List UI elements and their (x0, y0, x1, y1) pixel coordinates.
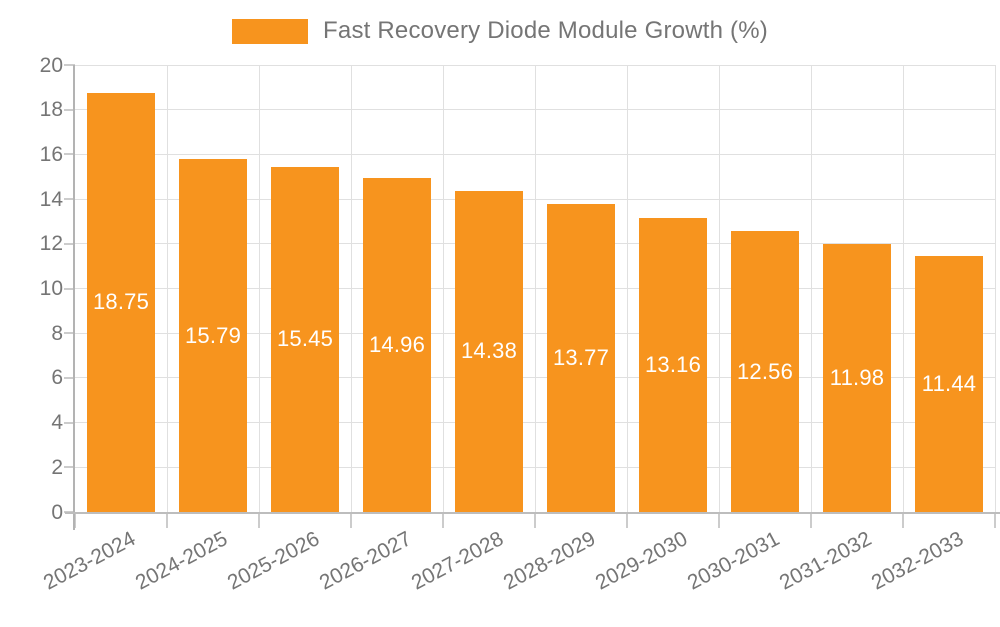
x-tick-label: 2029-2030 (591, 527, 692, 595)
bar-value-label: 13.77 (552, 345, 610, 371)
plot-area: 0 2 4 6 8 10 12 14 16 18 20 18.75 15.79 15.45 14.96 14.… (40, 55, 1000, 595)
bar: 13.16 (639, 217, 707, 512)
x-axis-tick (534, 514, 536, 528)
y-tick-label: 20 (39, 53, 63, 77)
x-gridline (994, 65, 996, 512)
bar: 14.38 (455, 190, 523, 512)
bar: 13.77 (547, 204, 615, 512)
x-gridline (258, 65, 260, 512)
y-tick-label: 8 (51, 321, 63, 345)
bar-value-label: 14.96 (368, 331, 426, 357)
y-axis-line (73, 65, 75, 530)
x-tick-label: 2032-2033 (867, 527, 968, 595)
x-axis-tick (810, 514, 812, 528)
x-gridline (902, 65, 904, 512)
x-axis-line (65, 512, 1000, 514)
bar-value-label: 14.38 (460, 338, 518, 364)
x-axis-tick (902, 514, 904, 528)
x-gridline (350, 65, 352, 512)
bar: 15.79 (179, 159, 247, 512)
y-axis-tick (64, 64, 75, 66)
x-tick-label: 2030-2031 (683, 527, 784, 595)
x-axis-tick (718, 514, 720, 528)
legend: Fast Recovery Diode Module Growth (%) (0, 17, 1000, 45)
y-axis-tick (64, 287, 75, 290)
x-tick-label: 2028-2029 (499, 527, 600, 595)
y-axis-tick (64, 108, 75, 111)
y-axis-tick (64, 421, 75, 424)
bar: 11.98 (823, 244, 891, 512)
y-tick-label: 18 (39, 98, 63, 122)
bar-value-label: 12.56 (736, 358, 794, 384)
y-axis-tick (64, 198, 75, 201)
x-gridline (534, 65, 536, 512)
bar-value-label: 15.79 (184, 322, 242, 348)
x-axis-tick (994, 514, 996, 528)
x-axis-tick (626, 514, 628, 528)
x-gridline (166, 65, 168, 512)
y-tick-label: 12 (39, 232, 63, 256)
x-axis-tick (74, 514, 76, 528)
y-axis-tick (64, 466, 75, 469)
bar-chart: Fast Recovery Diode Module Growth (%) 0 2… (0, 17, 1000, 595)
x-tick-label: 2031-2032 (775, 527, 876, 595)
bar-value-label: 11.98 (829, 365, 885, 391)
bar: 14.96 (363, 177, 431, 512)
y-tick-label: 14 (39, 187, 63, 211)
y-axis-tick (64, 376, 75, 379)
legend-swatch (232, 18, 309, 44)
y-tick-label: 0 (51, 500, 63, 524)
y-tick-label: 4 (51, 411, 63, 435)
x-gridline (810, 65, 812, 512)
y-axis-tick (64, 153, 75, 156)
bar: 15.45 (271, 166, 339, 512)
y-tick-label: 6 (51, 366, 63, 390)
bar: 18.75 (87, 92, 155, 512)
bar: 11.44 (915, 256, 983, 512)
bar-value-label: 15.45 (276, 326, 334, 352)
y-axis-tick (64, 332, 75, 335)
x-axis-tick (258, 514, 260, 528)
bar-value-label: 13.16 (644, 351, 702, 377)
x-axis-tick (350, 514, 352, 528)
bar: 12.56 (731, 231, 799, 512)
y-tick-label: 2 (51, 455, 63, 479)
x-axis-tick (442, 514, 444, 528)
x-tick-label: 2023-2024 (39, 527, 140, 595)
x-axis-tick (166, 514, 168, 528)
legend-label: Fast Recovery Diode Module Growth (%) (323, 17, 768, 44)
y-tick-label: 16 (39, 142, 63, 166)
x-gridline (626, 65, 628, 512)
x-tick-label: 2027-2028 (407, 527, 508, 595)
x-tick-label: 2025-2026 (223, 527, 324, 595)
x-tick-label: 2026-2027 (315, 527, 416, 595)
x-tick-label: 2024-2025 (131, 527, 232, 595)
bar-value-label: 11.44 (921, 371, 977, 397)
bar-value-label: 18.75 (92, 289, 150, 315)
y-tick-label: 10 (39, 277, 63, 300)
y-axis-tick (64, 242, 75, 245)
x-gridline (442, 65, 444, 512)
x-gridline (718, 65, 720, 512)
